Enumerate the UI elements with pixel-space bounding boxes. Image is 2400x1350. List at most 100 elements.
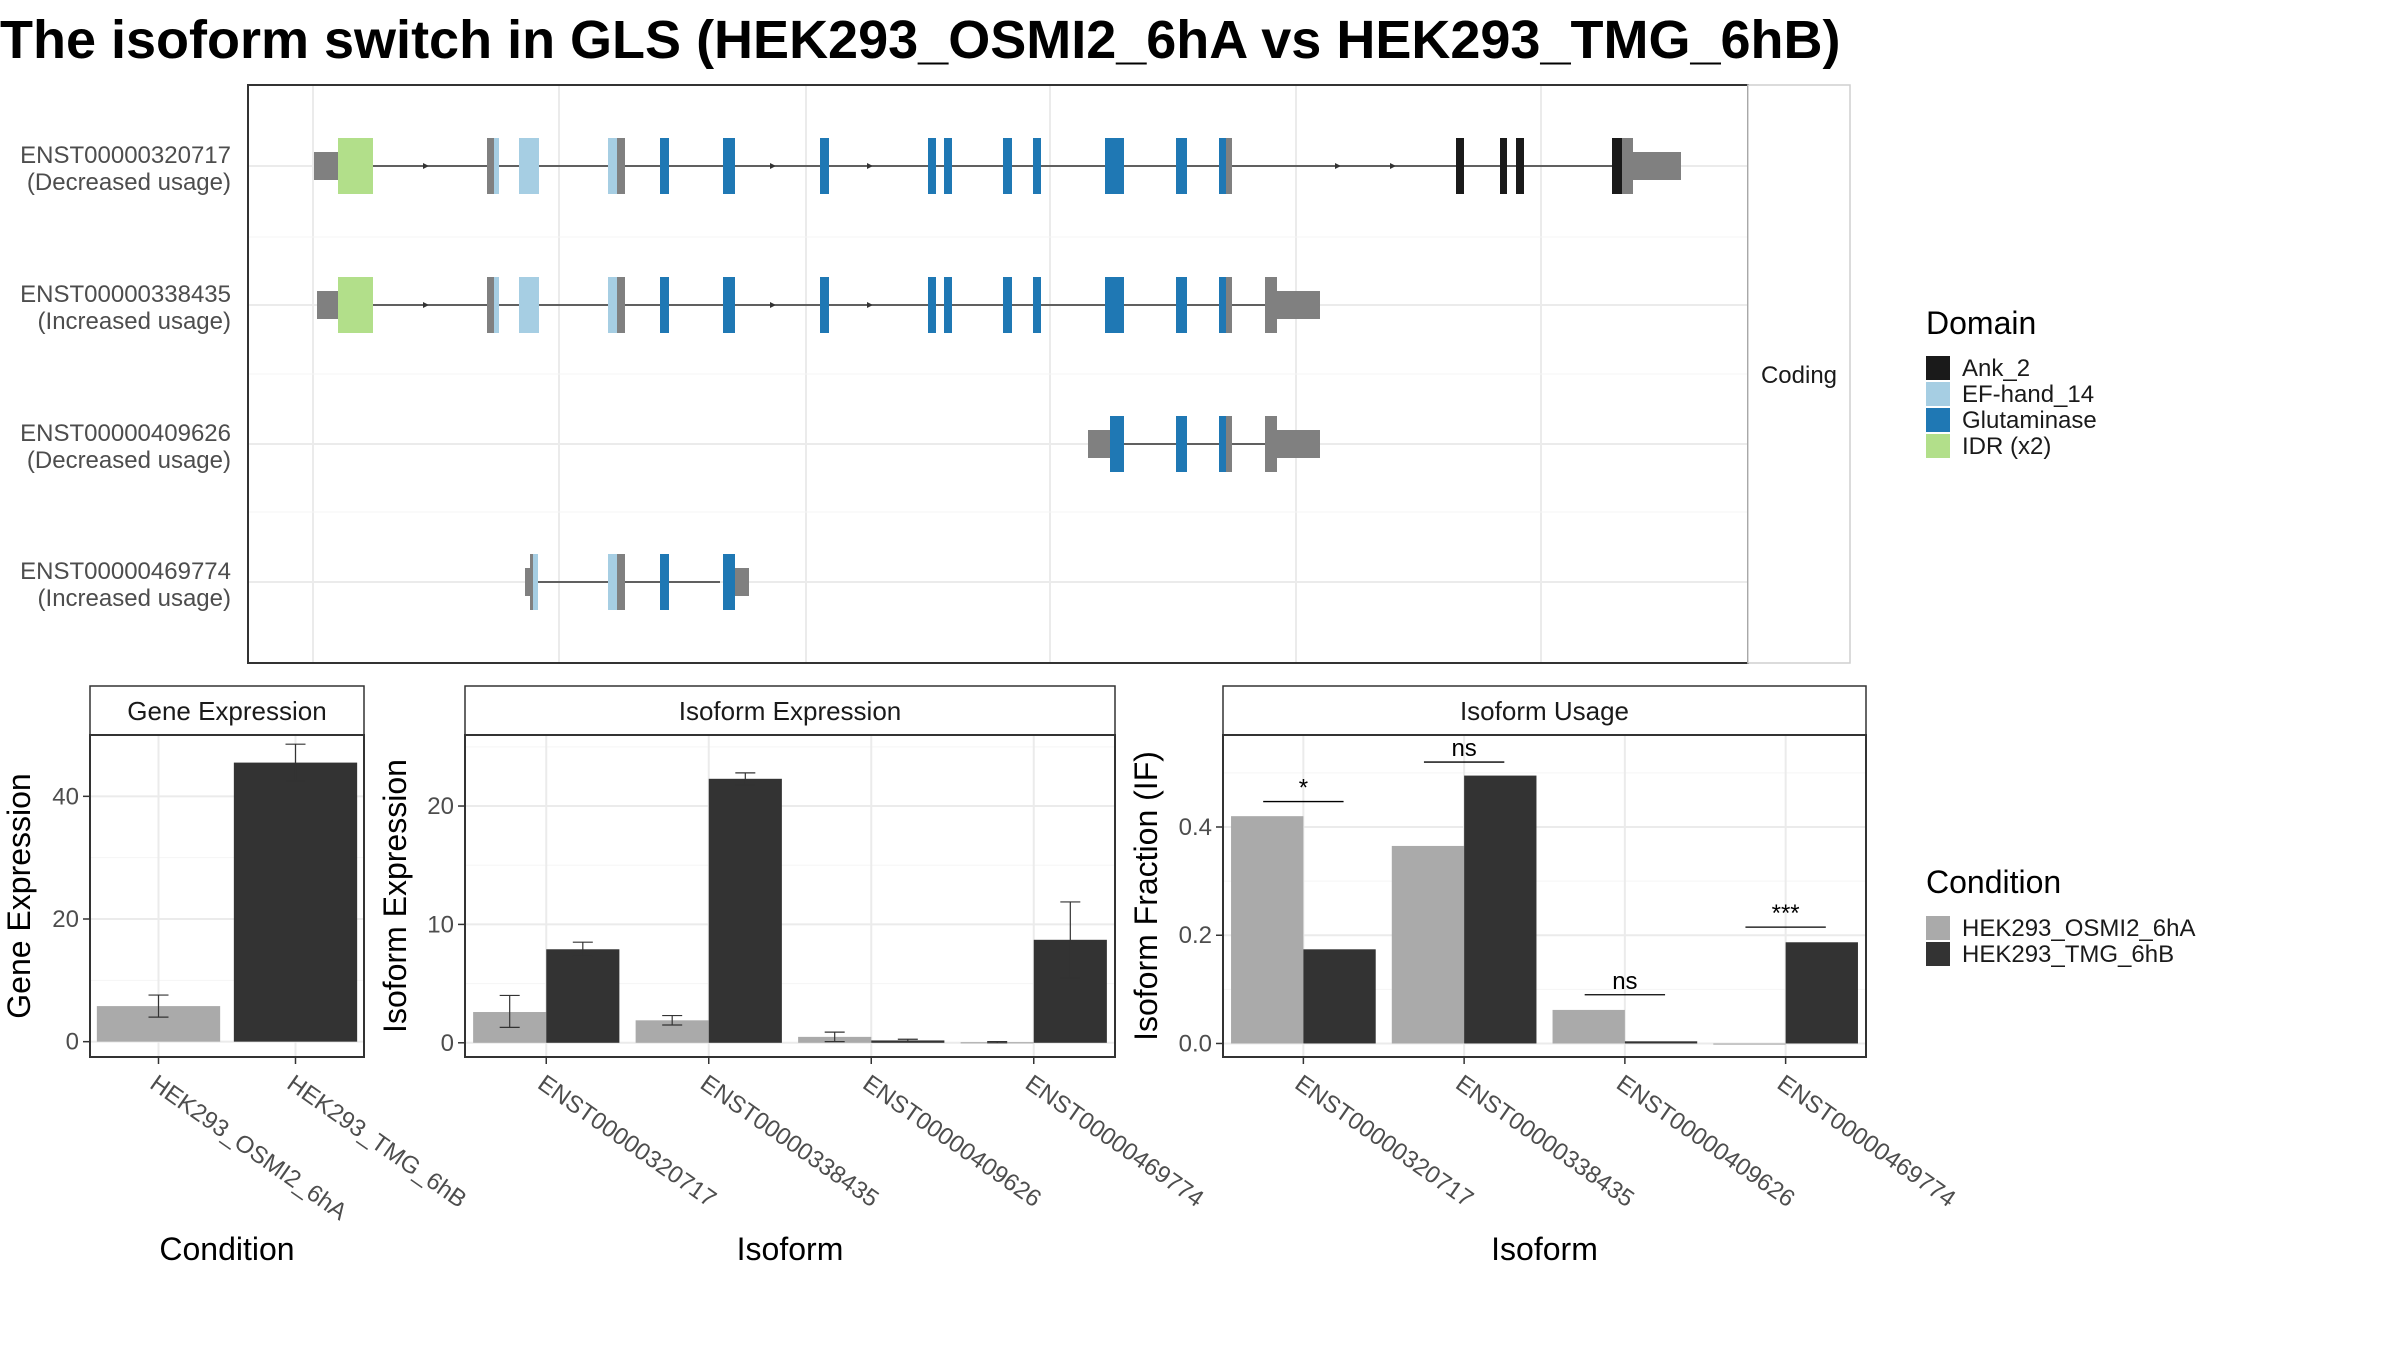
domain-exon — [660, 554, 669, 610]
domain-exon — [723, 138, 735, 194]
domain-legend-label: Glutaminase — [1962, 407, 2097, 434]
domain-exon — [660, 138, 669, 194]
significance-label: *** — [1772, 900, 1800, 927]
utr-exon — [1622, 138, 1633, 194]
utr-exon — [1277, 430, 1320, 458]
panel-strip-label: Gene Expression — [127, 696, 326, 726]
transcript-id-label: ENST00000338435 — [20, 281, 231, 308]
domain-exon — [1033, 138, 1041, 194]
y-tick-label: 0 — [441, 1030, 454, 1057]
x-tick-label: ENST00000409626 — [1611, 1070, 1799, 1213]
domain-exon — [608, 554, 617, 610]
utr-exon — [617, 277, 625, 333]
strand-arrow — [867, 163, 873, 169]
utr-exon — [735, 568, 749, 596]
bar — [1713, 1043, 1786, 1045]
panel-strip-label: Isoform Expression — [679, 696, 902, 726]
significance-label: ns — [1612, 968, 1637, 995]
x-axis-title: Condition — [159, 1231, 294, 1267]
transcript-usage-label: (Increased usage) — [38, 585, 231, 612]
domain-exon — [1219, 277, 1226, 333]
utr-exon — [525, 568, 530, 596]
bar — [1624, 1041, 1698, 1044]
domain-legend-key — [1926, 434, 1950, 458]
domain-exon — [944, 277, 952, 333]
domain-exon — [338, 277, 373, 333]
domain-exon — [820, 138, 829, 194]
isoform-expression-panel: Isoform Expression01020ENST00000320717EN… — [377, 685, 1209, 1267]
x-tick-label: ENST00000320717 — [533, 1070, 721, 1213]
x-tick-label: ENST00000338435 — [1451, 1070, 1639, 1213]
x-axis-title: Isoform — [1491, 1231, 1598, 1267]
utr-exon — [317, 291, 338, 319]
domain-exon — [723, 277, 735, 333]
utr-exon — [1265, 416, 1277, 472]
panel-strip-label: Isoform Usage — [1460, 696, 1629, 726]
domain-legend-label: IDR (x2) — [1962, 433, 2051, 460]
domain-exon — [519, 277, 539, 333]
utr-exon — [617, 554, 625, 610]
x-tick-label: ENST00000338435 — [695, 1070, 883, 1213]
domain-legend-label: EF-hand_14 — [1962, 381, 2094, 408]
panel-border — [1222, 734, 1867, 1058]
domain-exon — [1003, 138, 1012, 194]
domain-exon — [494, 138, 499, 194]
domain-exon — [1612, 138, 1622, 194]
x-axis-title: Isoform — [737, 1231, 844, 1267]
domain-legend-key — [1926, 356, 1950, 380]
y-tick-label: 0.2 — [1179, 922, 1212, 949]
isoform-usage-panel: Isoform Usage * ns ns *** 0.0 0.2 0.4 ENST000003… — [1128, 685, 1960, 1267]
domain-exon — [338, 138, 373, 194]
strand-arrow — [1390, 163, 1396, 169]
bar — [708, 778, 782, 1043]
bar — [1231, 816, 1304, 1044]
y-axis-title: Isoform Expression — [377, 759, 413, 1033]
x-tick-label: ENST00000469774 — [1772, 1070, 1960, 1213]
y-tick-label: 0 — [66, 1029, 79, 1056]
domain-exon — [928, 138, 936, 194]
domain-exon — [1110, 416, 1124, 472]
domain-exon — [608, 138, 617, 194]
domain-exon — [1105, 277, 1124, 333]
utr-exon — [530, 554, 533, 610]
domain-exon — [1176, 138, 1187, 194]
domain-exon — [1176, 277, 1187, 333]
bar — [1785, 942, 1858, 1044]
utr-exon — [487, 138, 494, 194]
domain-exon — [1456, 138, 1464, 194]
bar — [1391, 845, 1465, 1044]
domain-legend-key — [1926, 408, 1950, 432]
utr-exon — [1633, 152, 1681, 180]
bar — [1303, 949, 1376, 1044]
panel-border — [89, 734, 365, 1058]
condition-legend-key — [1926, 916, 1950, 940]
bar — [1464, 775, 1537, 1044]
condition-legend-label: HEK293_TMG_6hB — [1962, 941, 2174, 968]
domain-exon — [1003, 277, 1012, 333]
domain-exon — [1105, 138, 1124, 194]
transcript-id-label: ENST00000469774 — [20, 558, 231, 585]
domain-legend-label: Ank_2 — [1962, 355, 2030, 382]
figure-title: The isoform switch in GLS (HEK293_OSMI2_… — [0, 10, 1840, 70]
utr-exon — [1277, 291, 1320, 319]
isoform-structure-panel: ENST00000320717 (Decreased usage) ENST0000… — [20, 84, 1851, 664]
utr-exon — [1265, 277, 1277, 333]
condition-legend-title: Condition — [1926, 864, 2061, 900]
panel-strip — [464, 685, 1116, 736]
transcript-id-label: ENST00000320717 — [20, 142, 231, 169]
domain-exon — [723, 554, 735, 610]
domain-legend-title: Domain — [1926, 305, 2036, 341]
bar — [233, 762, 358, 1042]
bar — [635, 1020, 709, 1043]
domain-exon — [1500, 138, 1507, 194]
domain-exon — [608, 277, 617, 333]
strand-arrow — [770, 163, 776, 169]
bar — [1552, 1009, 1625, 1044]
x-tick-label: ENST00000469774 — [1020, 1070, 1208, 1213]
transcript-usage-label: (Decreased usage) — [27, 447, 231, 474]
y-tick-label: 0.4 — [1179, 814, 1212, 841]
strand-arrow — [1335, 163, 1341, 169]
